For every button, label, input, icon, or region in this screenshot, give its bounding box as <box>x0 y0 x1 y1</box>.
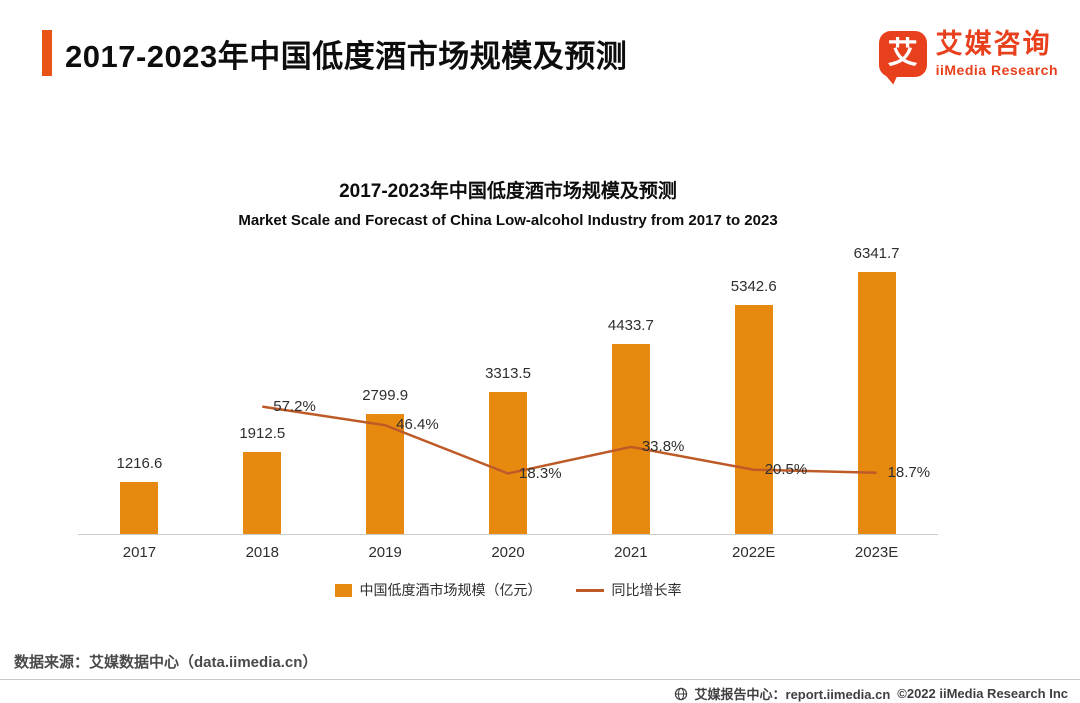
x-axis: 2017 2018 2019 2020 2021 2022E 2023E <box>78 544 938 561</box>
brand-name-cn: 艾媒咨询 <box>935 29 1052 59</box>
bar-column-2022E: 5342.6 <box>692 245 815 534</box>
page-title-block: 2017-2023年中国低度酒市场规模及预测 <box>42 30 627 76</box>
bar-value-label: 4433.7 <box>607 316 654 334</box>
growth-rate-label: 46.4% <box>396 416 439 434</box>
data-source-note: 数据来源：艾媒数据中心（data.iimedia.cn） <box>14 654 318 671</box>
x-axis-label-2017: 2017 <box>122 544 157 561</box>
market-scale-bar-2023E <box>857 272 896 534</box>
report-center-text: 艾媒报告中心：report.iimedia.cn <box>694 687 891 702</box>
bar-column-2021: 4433.7 <box>569 245 692 534</box>
market-scale-bar-2017 <box>120 481 159 534</box>
page-header: 2017-2023年中国低度酒市场规模及预测 艾 艾媒咨询 iiMedia Re… <box>42 29 1060 78</box>
legend-item-bar: 中国低度酒市场规模（亿元） <box>334 580 542 600</box>
x-axis-label-2019: 2019 <box>368 544 402 561</box>
title-accent-bar <box>42 30 52 76</box>
x-axis-label-2023E: 2023E <box>854 544 899 561</box>
bar-column-2023E: 6341.7 <box>815 245 938 534</box>
market-scale-bar-2020 <box>489 391 527 534</box>
chart-subtitle: Market Scale and Forecast of China Low-a… <box>238 212 778 229</box>
growth-rate-label: 33.8% <box>641 437 685 455</box>
page-title: 2017-2023年中国低度酒市场规模及预测 <box>65 38 628 74</box>
x-axis-label-2022E: 2022E <box>732 544 776 561</box>
growth-rate-label: 18.7% <box>887 463 931 481</box>
bar-column-2020: 3313.5 <box>447 245 570 534</box>
legend: 中国低度酒市场规模（亿元） 同比增长率 <box>78 580 938 600</box>
bar-value-label: 5342.6 <box>730 277 777 295</box>
brand-name-en: iiMedia Research <box>935 61 1058 78</box>
bar-value-label: 2799.9 <box>362 386 409 404</box>
market-scale-bar-2018 <box>243 452 282 534</box>
bar-value-label: 6341.7 <box>853 245 900 262</box>
legend-line-swatch <box>575 588 604 592</box>
bar-value-label: 3313.5 <box>485 364 531 382</box>
growth-rate-label: 57.2% <box>273 397 316 415</box>
x-axis-label-2020: 2020 <box>491 544 525 561</box>
x-axis-label-2018: 2018 <box>245 544 279 561</box>
bar-column-2019: 2799.9 <box>324 245 447 534</box>
brand-logo: 艾 艾媒咨询 iiMedia Research <box>878 29 1058 78</box>
legend-item-line: 同比增长率 <box>575 580 682 600</box>
bar-value-label: 1912.5 <box>239 425 286 442</box>
legend-label: 同比增长率 <box>611 582 682 598</box>
legend-bar-swatch <box>334 583 352 597</box>
x-axis-label-2021: 2021 <box>614 544 648 561</box>
market-scale-bar-2022E <box>734 304 773 534</box>
copyright-text: ©2022 iiMedia Research Inc <box>897 686 1068 701</box>
footer-divider <box>0 679 1080 680</box>
brand-logo-text: 艾媒咨询 iiMedia Research <box>935 29 1058 78</box>
growth-rate-label: 18.3% <box>519 464 562 482</box>
legend-label: 中国低度酒市场规模（亿元） <box>359 582 542 598</box>
chart: 2017-2023年中国低度酒市场规模及预测 Market Scale and … <box>78 180 938 600</box>
chart-title: 2017-2023年中国低度酒市场规模及预测 <box>339 181 677 202</box>
bar-column-2018: 1912.5 <box>201 245 324 534</box>
plot-area: 1216.6 1912.5 2799.9 3313.5 4433.7 5342.6 6341… <box>78 245 938 535</box>
globe-icon <box>674 687 687 700</box>
footer-info: 艾媒报告中心：report.iimedia.cn ©2022 iiMedia R… <box>674 684 1068 703</box>
bar-value-label: 1216.6 <box>116 454 163 472</box>
brand-logo-icon: 艾 <box>878 30 927 77</box>
brand-logo-glyph: 艾 <box>887 36 918 70</box>
bar-column-2017: 1216.6 <box>78 245 201 534</box>
growth-rate-label: 20.5% <box>764 460 808 478</box>
